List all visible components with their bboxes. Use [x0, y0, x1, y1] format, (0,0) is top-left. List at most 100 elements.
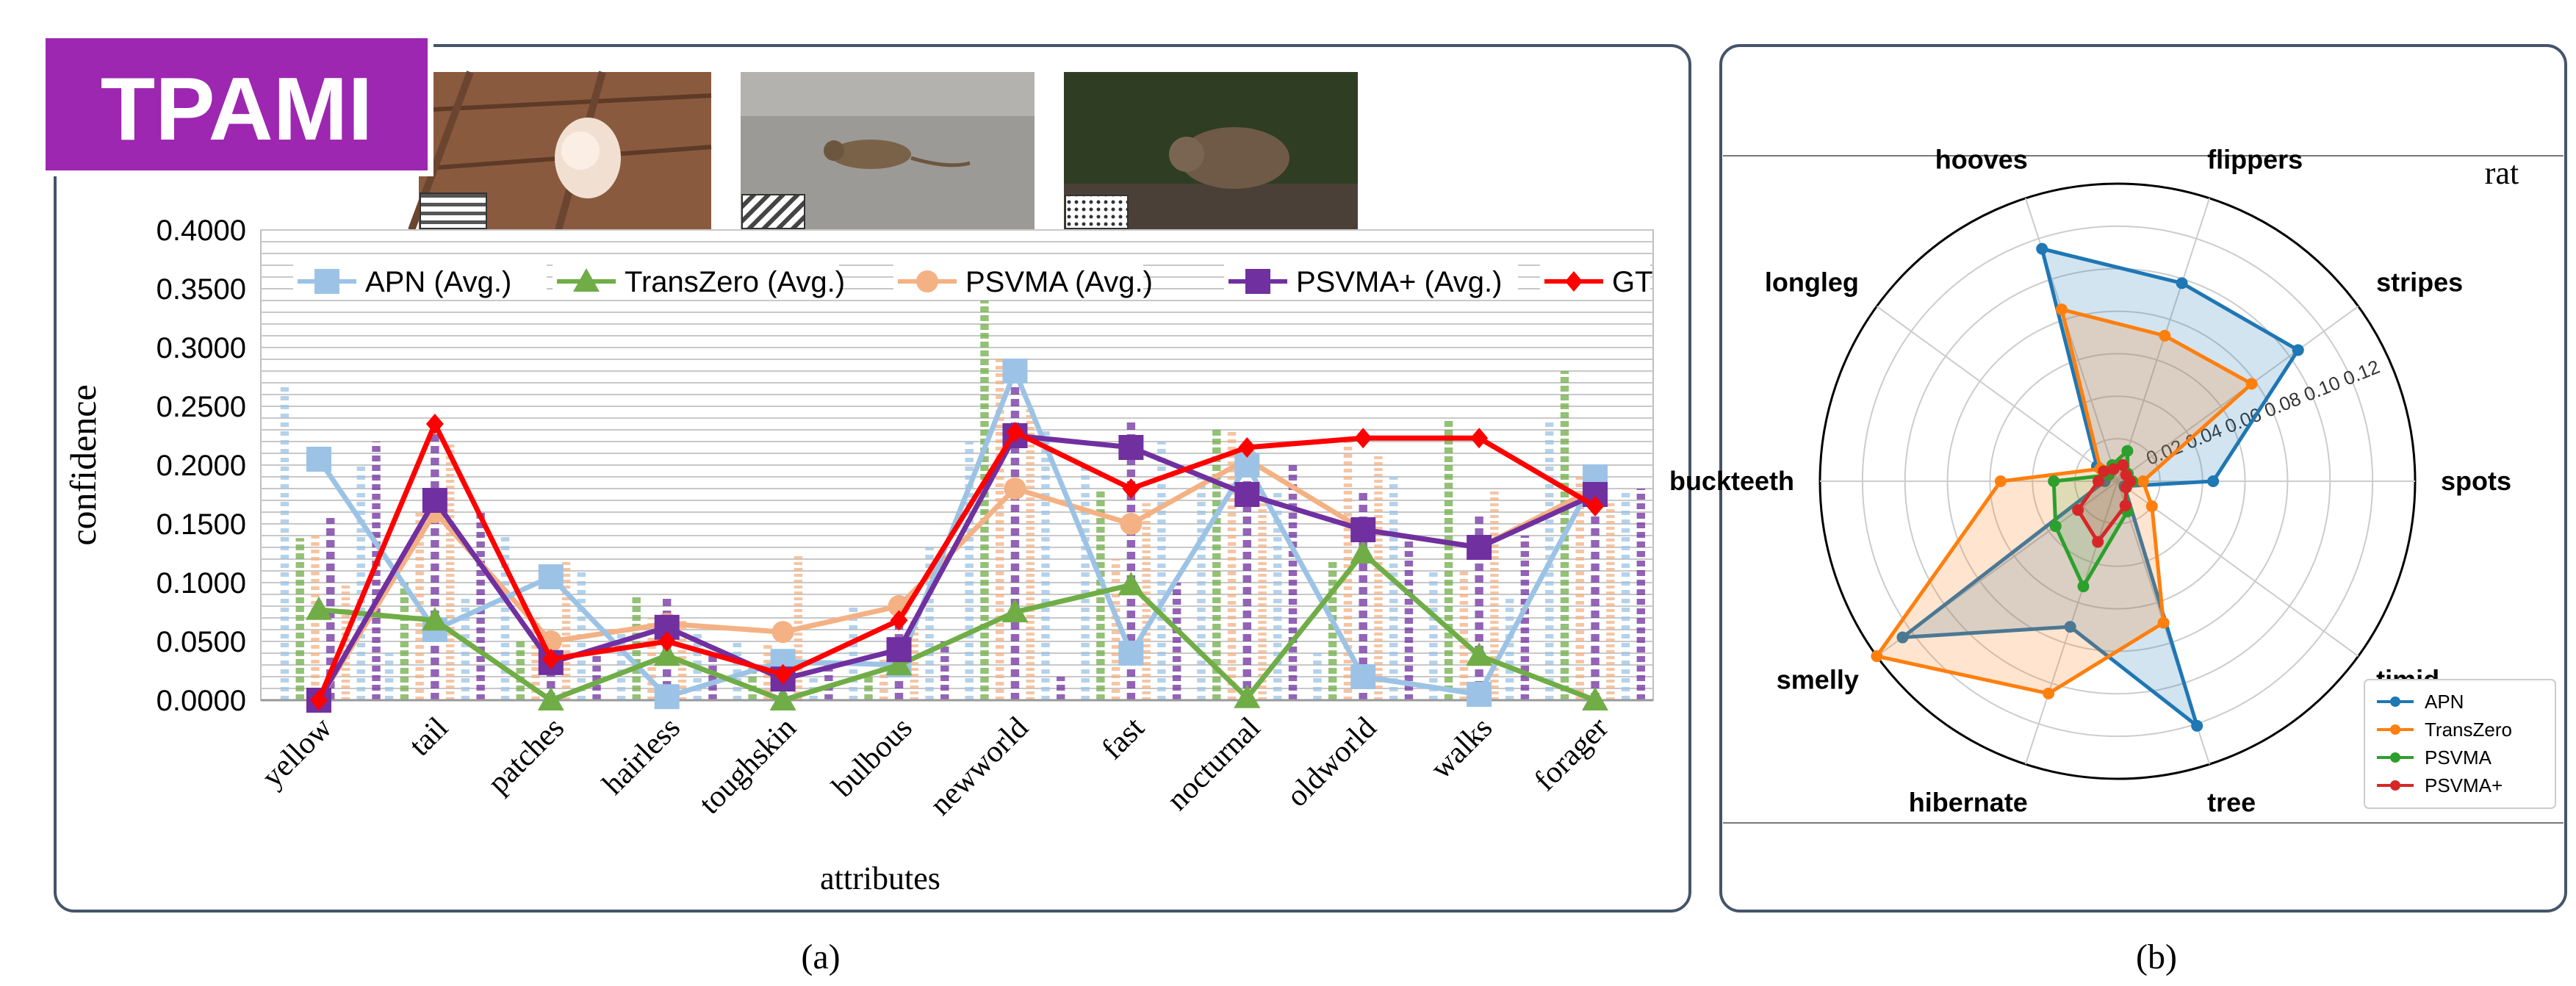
- data-point-transzero-avg: [421, 607, 448, 631]
- data-point-psvma-avg: [1350, 517, 1376, 542]
- legend-item-transzero-avg: TransZero (Avg.): [553, 261, 845, 299]
- radar-point-transzero: [2145, 500, 2158, 513]
- radar-point-transzero: [2056, 303, 2068, 316]
- data-point-psvma-avg: [1234, 482, 1260, 507]
- radar-axis-label-longleg: longleg: [1765, 267, 1859, 298]
- series-line-apn-avg: [317, 368, 1598, 699]
- data-point-apn-avg: [1118, 641, 1144, 666]
- legend-label: GT: [1612, 266, 1653, 298]
- legend-swatch-marker: [573, 268, 600, 292]
- radar-legend-box: [2364, 679, 2556, 809]
- series-line-gt: [316, 421, 1597, 702]
- data-point-transzero-avg: [537, 687, 564, 710]
- radar-point-psvma: [2048, 475, 2060, 487]
- radar-legend-marker: [2390, 697, 2400, 707]
- line-chart-grid: [260, 229, 1654, 701]
- radar-legend-marker: [2390, 724, 2400, 735]
- radar-point-transzero: [2137, 475, 2149, 487]
- series-line-transzero-avg: [318, 550, 1597, 703]
- radar-point-psvma: [2117, 458, 2129, 471]
- legend-item-psvma-avg: PSVMA (Avg.): [893, 261, 1153, 299]
- radar-legend: APN TransZero PSVMA PSVMA+: [2364, 679, 2556, 809]
- radar-point-apn: [2207, 475, 2220, 487]
- radar-axis-label-tree: tree: [2207, 787, 2256, 817]
- radar-axis-label-stripes: stripes: [2376, 267, 2463, 298]
- radar-legend-marker: [2390, 780, 2400, 791]
- y-tick-label: 0.2500: [156, 391, 246, 423]
- legend-swatch-marker: [314, 269, 339, 294]
- data-point-apn-avg: [1002, 359, 1028, 384]
- radar-point-apn: [1896, 631, 1909, 644]
- radar-point-psvma: [2077, 580, 2090, 593]
- legend-item-apn-avg: APN (Avg.): [293, 261, 547, 299]
- radar-spoke: [1876, 306, 2118, 482]
- legend-label: APN (Avg.): [365, 266, 511, 298]
- data-point-gt: [309, 690, 328, 710]
- data-point-gt: [1006, 422, 1024, 443]
- data-point-transzero-avg: [1234, 684, 1261, 708]
- radar-axis-label-smelly: smelly: [1777, 664, 1859, 694]
- data-point-gt: [542, 649, 560, 669]
- radar-point-apn: [2176, 277, 2188, 289]
- y-tick-label: 0.0000: [156, 685, 246, 717]
- y-tick-label: 0.3500: [156, 273, 246, 306]
- line-chart-legend: APN (Avg.) TransZero (Avg.) PSVMA (Avg.) PS…: [293, 261, 1653, 299]
- data-point-apn-avg: [654, 684, 680, 710]
- radar-point-psvma: [2049, 520, 2062, 533]
- data-point-transzero-avg: [769, 687, 796, 710]
- data-point-gt: [1238, 437, 1256, 458]
- radar-spoke: [2117, 481, 2359, 657]
- radar-legend-item-transzero: TransZero: [2377, 719, 2512, 741]
- rat-image-1: [408, 71, 712, 231]
- radar-legend-label: APN: [2425, 691, 2464, 713]
- y-tick-label: 0.3000: [156, 332, 246, 364]
- radar-series-apn: [1896, 242, 2304, 732]
- radar-point-transzero: [2245, 378, 2258, 390]
- radar-point-psvma: [2098, 465, 2110, 478]
- data-point-gt: [774, 663, 792, 685]
- radar-point-transzero: [2159, 329, 2171, 342]
- data-point-psvma-avg: [1120, 513, 1143, 535]
- data-point-gt: [1122, 478, 1140, 499]
- caption-a: (a): [801, 938, 840, 976]
- data-point-psvma-avg: [1004, 478, 1026, 500]
- line-chart-series: [305, 359, 1609, 713]
- y-axis-label: confidence: [62, 384, 104, 545]
- series-gt: [309, 414, 1605, 710]
- tpami-badge: TPAMI: [40, 32, 433, 176]
- rat-image-3: [1064, 72, 1358, 230]
- radar-point-apn: [2064, 621, 2076, 633]
- series-line-psvma-avg: [316, 433, 1597, 702]
- y-tick-label: 0.4000: [156, 215, 246, 247]
- radar-series: [1871, 242, 2304, 732]
- radar-point-apn: [2191, 719, 2203, 732]
- radar-legend-item-psvma: PSVMA+: [2377, 774, 2503, 796]
- radar-legend-label: PSVMA+: [2425, 774, 2503, 796]
- data-point-transzero-avg: [1118, 572, 1145, 596]
- radar-point-psvma: [2092, 536, 2104, 548]
- radar-legend-marker: [2390, 752, 2400, 763]
- data-point-transzero-avg: [885, 652, 913, 675]
- legend-swatch-marker: [1245, 269, 1270, 294]
- radar-legend-label: TransZero: [2425, 719, 2512, 741]
- radar-point-apn: [2036, 242, 2048, 255]
- radar-legend-item-apn: APN: [2377, 691, 2464, 713]
- radar-point-psvma: [2120, 469, 2132, 481]
- data-point-gt: [425, 414, 444, 434]
- legend-label: PSVMA (Avg.): [965, 266, 1153, 298]
- legend-label: PSVMA+ (Avg.): [1296, 266, 1502, 298]
- rat-image-2: [741, 72, 1035, 230]
- data-point-psvma-avg: [422, 488, 447, 513]
- data-point-gt: [658, 631, 676, 652]
- radar-point-transzero: [1871, 650, 1883, 663]
- radar-point-transzero: [2043, 687, 2055, 699]
- data-point-apn-avg: [1350, 664, 1376, 689]
- data-point-apn-avg: [538, 564, 564, 589]
- legend-item-gt: GT: [1540, 261, 1653, 299]
- data-point-transzero-avg: [1350, 540, 1377, 564]
- data-point-psvma-avg: [886, 637, 912, 663]
- radar-series-psvma: [2072, 458, 2137, 548]
- radar-title: rat: [2485, 155, 2519, 191]
- y-tick-label: 0.0500: [156, 626, 246, 658]
